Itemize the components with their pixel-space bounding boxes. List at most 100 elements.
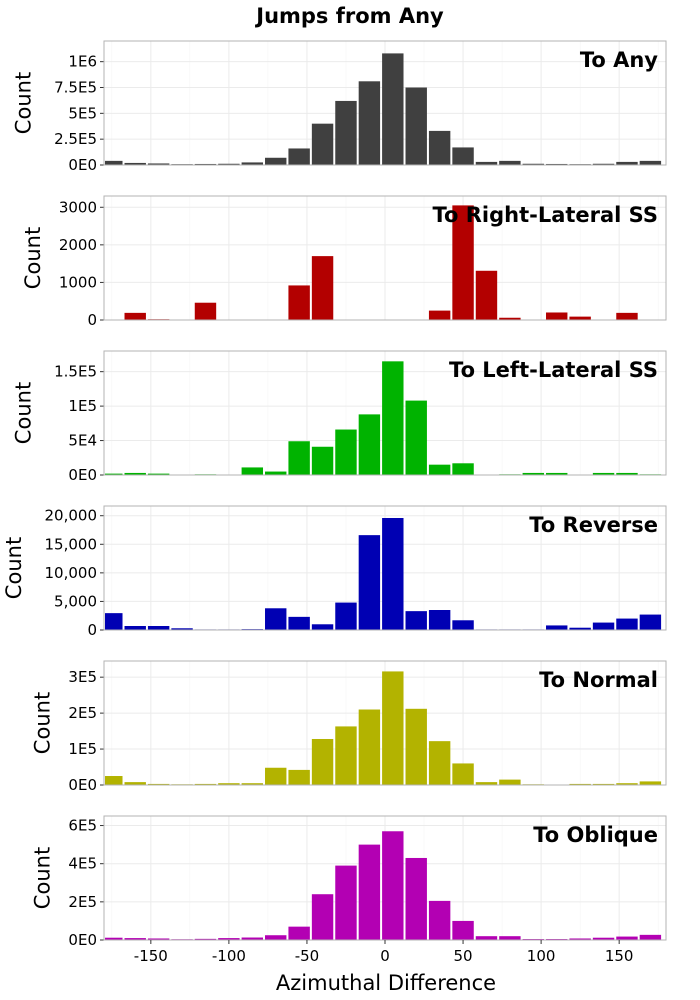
- y-axis-label: Count: [31, 692, 55, 754]
- panel-label: To Right-Lateral SS: [432, 203, 658, 227]
- bar: [105, 776, 123, 785]
- bar: [124, 472, 146, 475]
- bar: [592, 937, 615, 940]
- y-tick-label: 1E6: [68, 53, 97, 71]
- bar: [335, 865, 357, 940]
- x-tick-label: 150: [605, 947, 634, 965]
- bar: [124, 312, 146, 320]
- bar: [311, 894, 334, 940]
- bar: [265, 767, 287, 785]
- panel-2: 0E0 5E4 1E5 1.5E5 To Left-Lateral SS Count: [12, 350, 667, 484]
- y-tick-label: 0: [87, 621, 97, 639]
- bar: [475, 161, 498, 165]
- bar: [452, 147, 474, 165]
- bar: [105, 473, 123, 475]
- bar: [124, 162, 146, 165]
- bar: [639, 934, 662, 940]
- panel-0: 0E0 2.5E5 5E5 7.5E5 1E6 To Any Count: [12, 40, 667, 174]
- bar: [105, 613, 123, 630]
- x-tick-label: 50: [454, 947, 473, 965]
- bar: [428, 610, 451, 630]
- bar: [124, 938, 146, 940]
- panel-label: To Oblique: [533, 823, 658, 847]
- bar: [311, 624, 334, 630]
- y-tick-label: 0E0: [68, 931, 97, 949]
- bar: [452, 463, 474, 475]
- bar: [452, 620, 474, 630]
- y-tick-label: 2E5: [68, 893, 97, 911]
- bar: [522, 472, 545, 475]
- bar: [147, 938, 170, 940]
- bar: [569, 627, 591, 630]
- y-axis-label: Count: [12, 72, 36, 134]
- panel-4: 0E0 1E5 2E5 3E5 To Normal Count: [31, 660, 667, 794]
- bar: [616, 618, 638, 630]
- bar: [288, 616, 310, 630]
- bar: [616, 312, 638, 320]
- bar: [194, 783, 217, 785]
- bar: [405, 400, 427, 475]
- bar: [265, 608, 287, 630]
- bar: [499, 779, 521, 785]
- bar: [358, 414, 381, 475]
- bar: [358, 535, 381, 630]
- panel-5: 0E0 2E5 4E5 6E5 To Oblique Count: [31, 815, 667, 949]
- y-tick-label: 4E5: [68, 855, 97, 873]
- bar: [382, 53, 404, 165]
- y-tick-label: 6E5: [68, 817, 97, 835]
- bar: [569, 783, 591, 785]
- bar: [452, 920, 474, 940]
- bar: [241, 783, 264, 785]
- bar: [475, 782, 498, 785]
- bar: [194, 302, 217, 320]
- bar: [241, 467, 264, 475]
- bar: [475, 936, 498, 940]
- bar: [218, 163, 240, 165]
- y-tick-label: 7.5E5: [54, 79, 97, 97]
- y-tick-label: 1E5: [68, 740, 97, 758]
- bar: [546, 312, 568, 320]
- bar: [428, 900, 451, 940]
- panel-frame: [103, 350, 667, 476]
- y-tick-label: 15,000: [45, 535, 98, 553]
- bar: [616, 936, 638, 940]
- bar: [124, 782, 146, 785]
- bar: [288, 285, 310, 320]
- bar: [335, 429, 357, 475]
- bar: [452, 763, 474, 785]
- bar: [241, 937, 264, 940]
- bar: [147, 626, 170, 630]
- bar: [194, 163, 217, 165]
- bar: [405, 708, 427, 785]
- figure-title: Jumps from Any: [254, 4, 444, 28]
- bar: [311, 123, 334, 165]
- x-axis-label: Azimuthal Difference: [276, 971, 496, 995]
- y-tick-label: 0: [87, 311, 97, 329]
- bar: [265, 935, 287, 940]
- y-tick-label: 0E0: [68, 776, 97, 794]
- y-tick-label: 5,000: [54, 592, 97, 610]
- y-tick-label: 20,000: [45, 507, 98, 525]
- panel-frame: [103, 40, 667, 166]
- y-axis-label: Count: [31, 847, 55, 909]
- bar: [616, 161, 638, 165]
- x-tick-label: -100: [212, 947, 246, 965]
- y-tick-label: 1.5E5: [54, 363, 97, 381]
- bar: [639, 160, 662, 165]
- y-axis-label: Count: [2, 537, 26, 599]
- y-tick-label: 5E5: [68, 104, 97, 122]
- y-tick-label: 0E0: [68, 156, 97, 174]
- bar: [428, 741, 451, 785]
- panel-label: To Left-Lateral SS: [449, 358, 658, 382]
- bar: [499, 160, 521, 165]
- bar: [288, 148, 310, 165]
- bar: [382, 671, 404, 785]
- y-tick-label: 2.5E5: [54, 130, 97, 148]
- bar: [499, 317, 521, 320]
- bar: [428, 310, 451, 320]
- y-axis-label: Count: [12, 382, 36, 444]
- bar: [288, 441, 310, 475]
- bar: [335, 602, 357, 630]
- bar: [124, 626, 146, 630]
